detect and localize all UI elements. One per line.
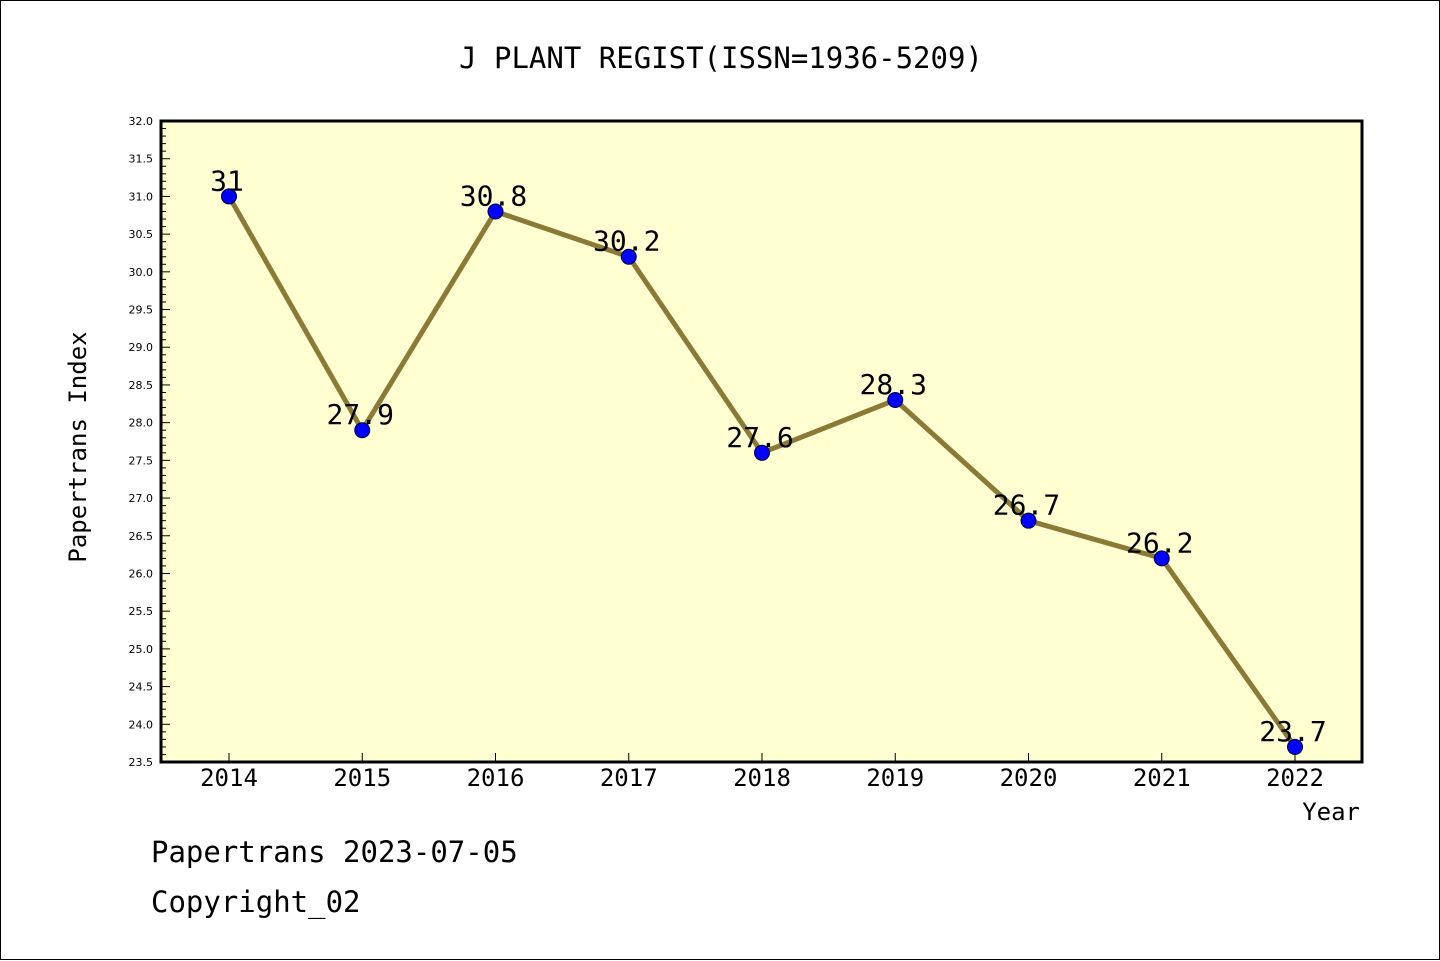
data-point bbox=[487, 203, 504, 220]
data-point bbox=[1287, 738, 1303, 755]
y-tick-label: 23.5 bbox=[129, 756, 154, 769]
data-point bbox=[754, 444, 770, 461]
y-tick-label: 27.0 bbox=[129, 492, 154, 505]
data-label: 30.2 bbox=[593, 225, 660, 258]
y-tick-label: 30.5 bbox=[129, 228, 154, 241]
data-label: 28.3 bbox=[860, 368, 927, 401]
y-tick-label: 24.5 bbox=[129, 681, 154, 694]
x-axis-label: Year bbox=[1302, 798, 1360, 826]
footer-copyright: Copyright_02 bbox=[151, 885, 361, 919]
x-tick-label: 2018 bbox=[733, 764, 791, 792]
x-axis: 2014 2015 2016 2017 2018 2019 2020 2021 2022 bbox=[200, 753, 1324, 792]
data-label: 31 bbox=[210, 164, 244, 197]
x-tick-label: 2015 bbox=[333, 764, 391, 792]
data-label: 23.7 bbox=[1259, 715, 1326, 748]
data-markers bbox=[221, 188, 1303, 755]
data-point bbox=[221, 188, 237, 205]
y-tick-label: 26.0 bbox=[129, 567, 154, 580]
y-tick-label: 28.5 bbox=[129, 379, 154, 392]
data-label: 27.9 bbox=[327, 398, 394, 431]
y-tick-label: 31.0 bbox=[129, 190, 154, 203]
y-axis-label: Papertrans Index bbox=[64, 331, 92, 562]
footer-date: Papertrans 2023-07-05 bbox=[151, 835, 518, 869]
y-tick-label: 29.5 bbox=[129, 304, 154, 317]
data-point bbox=[887, 392, 904, 409]
x-tick-label: 2017 bbox=[600, 764, 658, 792]
data-point bbox=[620, 248, 637, 265]
y-tick-label: 25.0 bbox=[129, 643, 154, 656]
data-label: 26.7 bbox=[993, 489, 1060, 522]
data-point bbox=[1153, 550, 1170, 567]
x-tick-label: 2020 bbox=[1000, 764, 1058, 792]
data-point bbox=[354, 422, 371, 439]
x-tick-label: 2019 bbox=[866, 764, 924, 792]
y-tick-label: 29.0 bbox=[129, 341, 154, 354]
y-tick-label: 27.5 bbox=[129, 454, 154, 467]
y-tick-label: 28.0 bbox=[129, 417, 154, 430]
y-tick-label: 26.5 bbox=[129, 530, 154, 543]
y-tick-label: 32.0 bbox=[129, 115, 154, 128]
y-tick-label: 30.0 bbox=[129, 266, 154, 279]
x-tick-label: 2021 bbox=[1133, 764, 1191, 792]
chart-title: J PLANT REGIST(ISSN=1936-5209) bbox=[459, 41, 983, 75]
data-point bbox=[1020, 512, 1037, 529]
x-tick-label: 2016 bbox=[467, 764, 525, 792]
data-label: 26.2 bbox=[1126, 526, 1193, 559]
y-tick-label: 24.0 bbox=[129, 718, 154, 731]
data-label: 30.8 bbox=[460, 179, 527, 212]
x-tick-label: 2014 bbox=[200, 764, 258, 792]
data-label: 27.6 bbox=[726, 421, 793, 454]
x-tick-label: 2022 bbox=[1266, 764, 1324, 792]
y-tick-label: 25.5 bbox=[129, 605, 154, 618]
y-tick-label: 31.5 bbox=[129, 153, 154, 166]
data-labels: 31 27.9 30.8 30.2 27.6 28.3 26.7 26.2 23.7 bbox=[210, 164, 1327, 748]
y-axis: 23.5 24.0 24.5 25.0 25.5 26.0 26.5 27.0 27.5 28.0… bbox=[129, 115, 170, 769]
plot-area bbox=[159, 119, 1364, 764]
